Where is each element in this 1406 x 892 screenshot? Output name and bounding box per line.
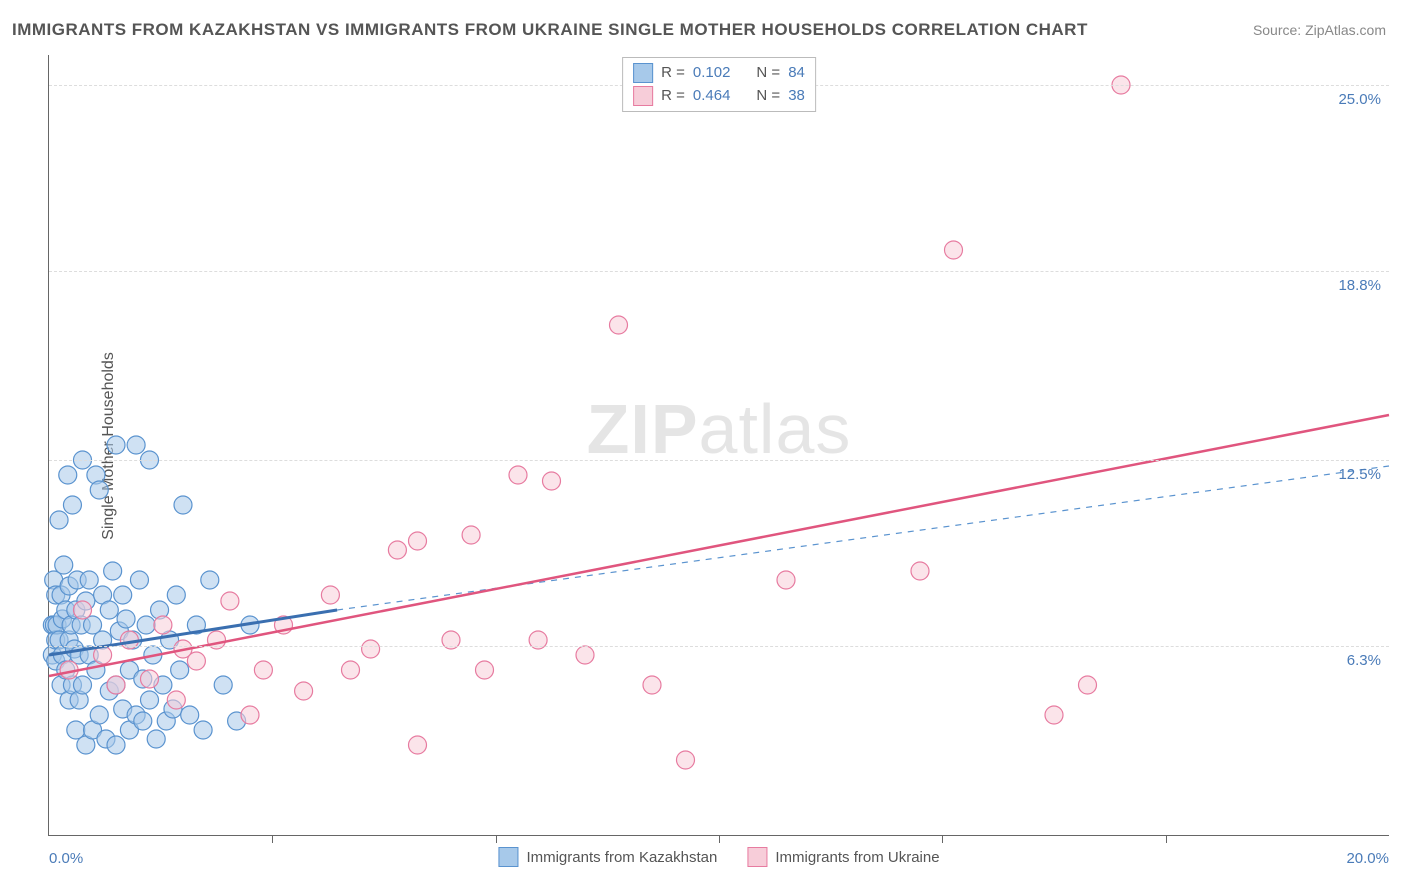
- scatter-point: [174, 496, 192, 514]
- scatter-point: [576, 646, 594, 664]
- scatter-point: [104, 562, 122, 580]
- scatter-point: [342, 661, 360, 679]
- scatter-point: [241, 706, 259, 724]
- scatter-point: [187, 652, 205, 670]
- scatter-point: [80, 571, 98, 589]
- swatch-ukraine-icon: [747, 847, 767, 867]
- r-value-ukraine: 0.464: [693, 85, 731, 108]
- scatter-point: [107, 436, 125, 454]
- scatter-point: [141, 670, 159, 688]
- n-label: N =: [756, 85, 780, 108]
- scatter-point: [509, 466, 527, 484]
- scatter-point: [462, 526, 480, 544]
- scatter-point: [911, 562, 929, 580]
- trend-line: [49, 415, 1389, 676]
- scatter-point: [201, 571, 219, 589]
- scatter-point: [55, 556, 73, 574]
- scatter-point: [610, 316, 628, 334]
- scatter-point: [107, 736, 125, 754]
- scatter-point: [114, 586, 132, 604]
- x-tick-label: 20.0%: [1346, 850, 1389, 867]
- scatter-point: [130, 571, 148, 589]
- scatter-point: [945, 241, 963, 259]
- legend-stats: R = 0.102 N = 84 R = 0.464 N = 38: [622, 57, 816, 112]
- scatter-point: [388, 541, 406, 559]
- r-label: R =: [661, 85, 685, 108]
- scatter-point: [90, 706, 108, 724]
- scatter-point: [74, 676, 92, 694]
- scatter-point: [1079, 676, 1097, 694]
- y-tick-label: 6.3%: [1347, 652, 1381, 669]
- r-value-kazakhstan: 0.102: [693, 62, 731, 85]
- n-value-kazakhstan: 84: [788, 62, 805, 85]
- scatter-point: [295, 682, 313, 700]
- legend-label-ukraine: Immigrants from Ukraine: [775, 849, 939, 866]
- scatter-point: [141, 691, 159, 709]
- scatter-point: [409, 532, 427, 550]
- plot-area: R = 0.102 N = 84 R = 0.464 N = 38 ZIPatl…: [48, 55, 1389, 836]
- scatter-point: [63, 496, 81, 514]
- n-value-ukraine: 38: [788, 85, 805, 108]
- scatter-point: [194, 721, 212, 739]
- legend-item-ukraine: Immigrants from Ukraine: [747, 847, 939, 867]
- chart-title: IMMIGRANTS FROM KAZAKHSTAN VS IMMIGRANTS…: [12, 20, 1088, 40]
- scatter-point: [50, 511, 68, 529]
- scatter-point: [321, 586, 339, 604]
- scatter-point: [543, 472, 561, 490]
- scatter-point: [171, 661, 189, 679]
- scatter-point: [409, 736, 427, 754]
- legend-item-kazakhstan: Immigrants from Kazakhstan: [498, 847, 717, 867]
- scatter-point: [74, 601, 92, 619]
- y-tick-label: 25.0%: [1338, 91, 1381, 108]
- legend-stats-row-ukraine: R = 0.464 N = 38: [633, 85, 805, 108]
- scatter-point: [137, 616, 155, 634]
- scatter-point: [181, 706, 199, 724]
- scatter-point: [221, 592, 239, 610]
- swatch-kazakhstan-icon: [633, 63, 653, 83]
- chart-container: IMMIGRANTS FROM KAZAKHSTAN VS IMMIGRANTS…: [0, 0, 1406, 892]
- scatter-point: [107, 676, 125, 694]
- scatter-point: [777, 571, 795, 589]
- legend-label-kazakhstan: Immigrants from Kazakhstan: [526, 849, 717, 866]
- y-tick-label: 18.8%: [1338, 277, 1381, 294]
- legend-stats-row-kazakhstan: R = 0.102 N = 84: [633, 62, 805, 85]
- scatter-point: [90, 481, 108, 499]
- scatter-point: [643, 676, 661, 694]
- plot-svg: [49, 55, 1389, 835]
- scatter-point: [117, 610, 135, 628]
- scatter-point: [59, 466, 77, 484]
- scatter-point: [167, 691, 185, 709]
- scatter-point: [1045, 706, 1063, 724]
- scatter-point: [167, 586, 185, 604]
- swatch-ukraine-icon: [633, 86, 653, 106]
- y-tick-label: 12.5%: [1338, 466, 1381, 483]
- scatter-point: [147, 730, 165, 748]
- scatter-point: [127, 436, 145, 454]
- n-label: N =: [756, 62, 780, 85]
- legend-bottom: Immigrants from Kazakhstan Immigrants fr…: [498, 847, 939, 867]
- scatter-point: [134, 712, 152, 730]
- x-tick-label: 0.0%: [49, 850, 83, 867]
- scatter-point: [476, 661, 494, 679]
- swatch-kazakhstan-icon: [498, 847, 518, 867]
- scatter-point: [100, 601, 118, 619]
- scatter-point: [154, 616, 172, 634]
- scatter-point: [677, 751, 695, 769]
- source-attribution: Source: ZipAtlas.com: [1253, 22, 1386, 38]
- r-label: R =: [661, 62, 685, 85]
- scatter-point: [214, 676, 232, 694]
- scatter-point: [254, 661, 272, 679]
- scatter-point: [362, 640, 380, 658]
